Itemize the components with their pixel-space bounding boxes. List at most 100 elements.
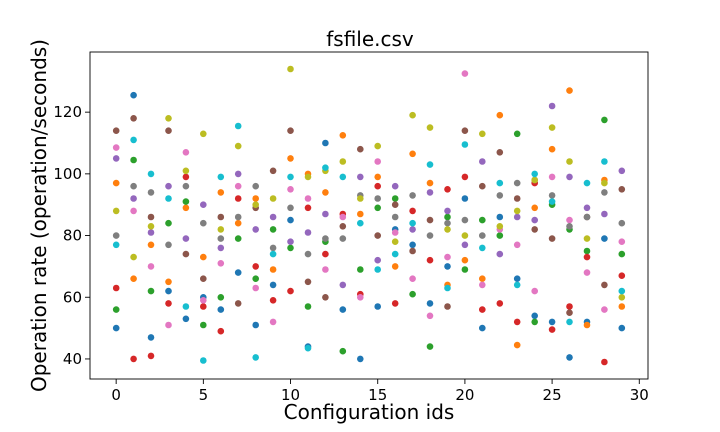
data-point <box>339 132 347 139</box>
data-point <box>496 250 504 258</box>
data-point <box>618 324 626 332</box>
data-point <box>566 173 573 181</box>
data-point <box>374 195 382 202</box>
data-point <box>217 260 225 267</box>
data-point <box>566 318 573 326</box>
data-point <box>601 235 608 242</box>
data-point <box>339 347 347 355</box>
data-point <box>479 324 486 332</box>
data-point <box>374 173 382 181</box>
data-point <box>513 318 521 326</box>
data-point <box>618 287 626 295</box>
data-point <box>566 309 573 317</box>
data-point <box>618 167 626 175</box>
x-axis-label: Configuration ids <box>284 400 455 424</box>
x-tick-label: 10 <box>281 386 300 404</box>
data-point <box>374 204 382 212</box>
data-point <box>461 216 469 224</box>
data-point <box>409 247 416 255</box>
data-point <box>513 281 521 289</box>
data-point <box>165 219 172 227</box>
data-point <box>374 266 382 273</box>
data-points <box>112 65 626 366</box>
data-point <box>182 303 190 310</box>
data-point <box>165 195 172 202</box>
data-point <box>391 182 399 190</box>
data-point <box>374 303 382 310</box>
data-point <box>496 111 504 119</box>
data-point <box>374 256 382 264</box>
data-point <box>112 232 120 239</box>
y-axis-label: Operation rate (operation/seconds) <box>27 39 51 392</box>
data-point <box>287 287 294 295</box>
data-point <box>513 341 521 349</box>
data-point <box>287 186 294 193</box>
data-point <box>513 130 521 138</box>
data-point <box>269 318 277 326</box>
y-tick-label: 80 <box>63 227 82 245</box>
data-point <box>548 198 556 205</box>
data-point <box>339 306 347 313</box>
data-point <box>287 155 294 162</box>
data-point <box>287 216 294 224</box>
data-point <box>287 244 294 252</box>
data-point <box>461 141 469 148</box>
data-point <box>548 326 556 333</box>
data-point <box>269 167 277 175</box>
data-point <box>496 192 504 199</box>
data-point <box>339 158 347 165</box>
data-point <box>322 235 329 242</box>
data-point <box>531 318 538 326</box>
data-point <box>479 232 486 239</box>
data-point <box>182 250 190 258</box>
data-point <box>479 182 486 190</box>
x-tick-label: 30 <box>630 386 649 404</box>
data-point <box>234 219 242 227</box>
data-point <box>304 278 312 286</box>
data-point <box>426 179 434 187</box>
data-point <box>479 306 486 313</box>
data-point <box>426 343 434 350</box>
data-point <box>548 192 556 199</box>
data-point <box>601 358 608 366</box>
data-point <box>252 284 259 292</box>
data-point <box>409 219 416 227</box>
data-point <box>444 226 451 233</box>
data-point <box>409 150 416 158</box>
data-point <box>357 210 364 218</box>
data-point <box>147 334 155 341</box>
data-point <box>165 115 172 122</box>
data-point <box>234 300 242 307</box>
data-point <box>287 204 294 212</box>
data-point <box>339 173 347 181</box>
data-point <box>391 263 399 270</box>
data-point <box>548 318 556 326</box>
data-point <box>357 145 364 153</box>
data-point <box>374 142 382 150</box>
data-point <box>409 290 416 298</box>
data-point <box>322 139 329 147</box>
x-tick-label: 0 <box>111 386 121 404</box>
data-point <box>618 294 626 301</box>
data-point <box>200 201 207 208</box>
data-point <box>234 269 242 276</box>
data-point <box>583 269 591 276</box>
data-point <box>252 275 259 283</box>
data-point <box>217 235 225 242</box>
data-point <box>618 272 626 280</box>
data-point <box>496 300 504 307</box>
data-point <box>130 253 137 261</box>
data-point <box>374 232 382 239</box>
data-point <box>461 241 469 249</box>
data-point <box>426 124 434 131</box>
data-point <box>147 241 155 249</box>
data-point <box>322 164 329 171</box>
data-point <box>513 241 521 249</box>
data-point <box>357 294 364 301</box>
data-point <box>409 241 416 249</box>
data-point <box>496 232 504 239</box>
data-point <box>217 173 225 181</box>
data-point <box>112 144 120 151</box>
data-point <box>513 207 521 215</box>
